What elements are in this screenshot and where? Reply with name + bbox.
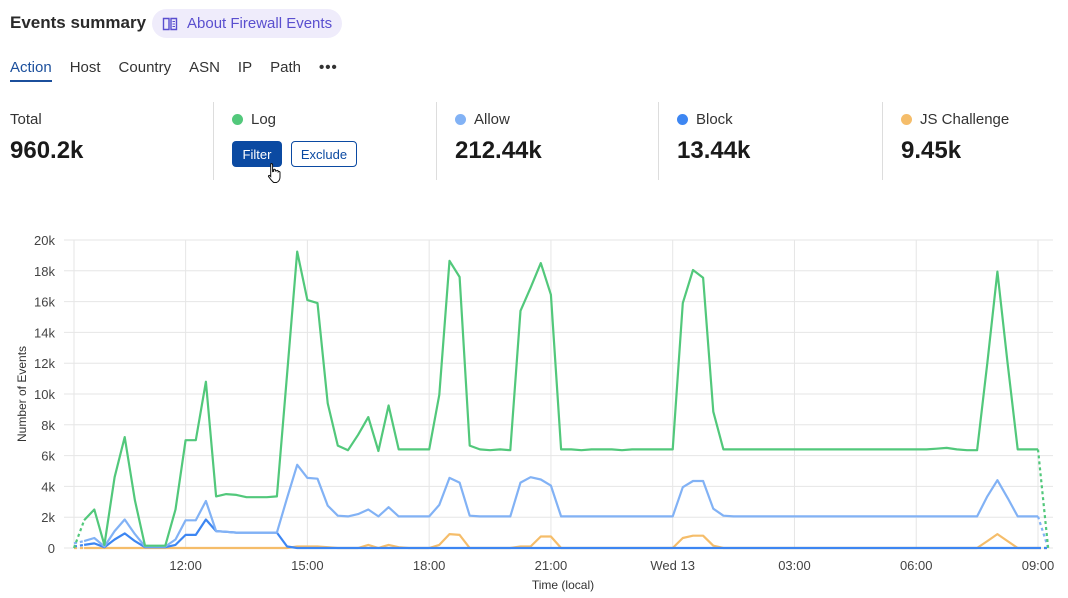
series-partial-end-allow xyxy=(1036,516,1050,549)
y-tick-label: 6k xyxy=(41,449,55,464)
filter-button[interactable]: Filter xyxy=(232,141,282,167)
y-tick-label: 2k xyxy=(41,510,55,525)
stat-js-challenge-value: 9.45k xyxy=(901,137,962,164)
stat-total: Total 960.2k xyxy=(10,102,83,180)
series-partial-end-log xyxy=(1036,449,1050,549)
divider xyxy=(436,102,437,180)
y-tick-label: 4k xyxy=(41,479,55,494)
log-legend-dot xyxy=(232,114,243,125)
y-tick-label: 20k xyxy=(34,233,55,248)
x-tick-label: 03:00 xyxy=(778,558,811,573)
y-tick-label: 12k xyxy=(34,356,55,371)
tab-host[interactable]: Host xyxy=(69,59,101,76)
x-tick-label: 15:00 xyxy=(291,558,324,573)
y-tick-label: 8k xyxy=(41,418,55,433)
series-partial-start-allow xyxy=(73,539,85,545)
tab-asn[interactable]: ASN xyxy=(189,59,220,76)
y-tick-label: 0 xyxy=(48,541,55,556)
tab-ip[interactable]: IP xyxy=(237,59,253,76)
x-tick-label: Wed 13 xyxy=(650,558,695,573)
y-axis-title: Number of Events xyxy=(15,346,29,442)
series-line-allow xyxy=(83,463,1038,548)
divider xyxy=(882,102,883,180)
x-tick-label: 12:00 xyxy=(169,558,202,573)
stat-total-value: 960.2k xyxy=(10,137,84,164)
tab-action[interactable]: Action xyxy=(10,59,52,82)
stat-js-challenge: JS Challenge 9.45k xyxy=(901,102,1009,180)
x-tick-label: 21:00 xyxy=(535,558,568,573)
x-axis-title: Time (local) xyxy=(532,578,594,592)
y-tick-label: 16k xyxy=(34,295,55,310)
tab-path[interactable]: Path xyxy=(270,59,301,76)
series-line-js-challenge xyxy=(84,532,1038,550)
y-tick-label: 14k xyxy=(34,325,55,340)
tab-bar: Action Host Country ASN IP Path ••• xyxy=(10,59,356,82)
tab-country[interactable]: Country xyxy=(118,59,172,76)
x-tick-label: 09:00 xyxy=(1022,558,1055,573)
series-partial-start-log xyxy=(72,519,86,549)
divider xyxy=(213,102,214,180)
js-challenge-legend-dot xyxy=(901,114,912,125)
series-line-block xyxy=(83,518,1038,550)
stat-block-label: Block xyxy=(696,111,733,128)
page-title: Events summary xyxy=(10,13,147,32)
stat-allow-value: 212.44k xyxy=(455,137,542,164)
stat-total-label: Total xyxy=(10,111,42,128)
stat-block-value: 13.44k xyxy=(677,137,751,164)
stat-log-label: Log xyxy=(251,111,277,128)
divider xyxy=(658,102,659,180)
stat-js-challenge-label: JS Challenge xyxy=(920,111,1010,128)
series-line-log xyxy=(83,250,1038,547)
book-icon xyxy=(162,17,178,31)
exclude-button[interactable]: Exclude xyxy=(291,141,357,167)
x-tick-label: 06:00 xyxy=(900,558,933,573)
block-legend-dot xyxy=(677,114,688,125)
y-tick-label: 18k xyxy=(34,264,55,279)
y-tick-label: 10k xyxy=(34,387,55,402)
about-link-label: About Firewall Events xyxy=(187,15,333,32)
stat-log: Log xyxy=(232,102,276,180)
stat-allow-label: Allow xyxy=(474,111,510,128)
about-firewall-events-link[interactable]: About Firewall Events xyxy=(152,9,343,38)
stat-allow: Allow 212.44k xyxy=(455,102,542,180)
allow-legend-dot xyxy=(455,114,466,125)
x-tick-label: 18:00 xyxy=(413,558,446,573)
hand-cursor-icon xyxy=(266,162,284,189)
more-tabs-button[interactable]: ••• xyxy=(318,59,338,76)
stat-block: Block 13.44k xyxy=(677,102,750,180)
